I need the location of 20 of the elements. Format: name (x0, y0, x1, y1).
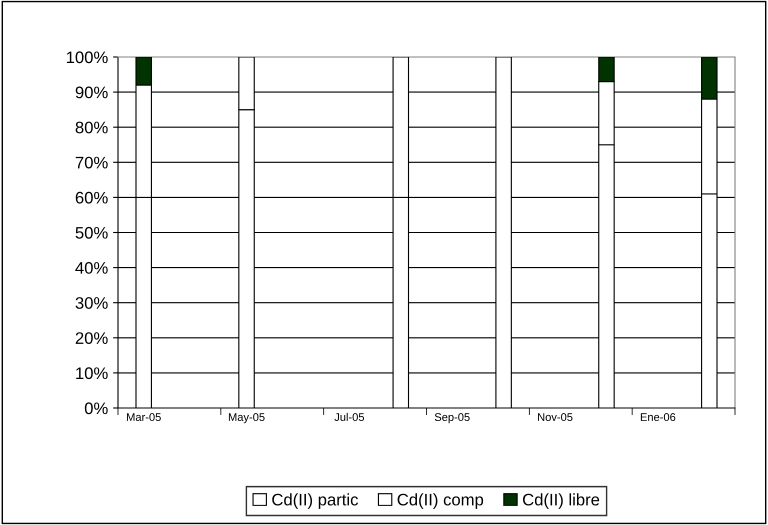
y-tick-label: 20% (76, 332, 108, 344)
legend-label: Cd(II) partic (272, 493, 358, 509)
y-tick-label: 40% (75, 262, 108, 274)
y-tick-label: 100% (66, 51, 108, 64)
y-tick-label: 60% (76, 192, 108, 204)
y-tick-label: 0% (84, 402, 108, 414)
y-tick-label: 90% (76, 86, 108, 98)
y-tick-label: 70% (76, 156, 108, 169)
x-tick-label: Jul-05 (334, 412, 364, 422)
y-tick-label: 10% (76, 367, 108, 380)
legend-label: Cd(II) libre (523, 493, 600, 509)
y-tick-label: 30% (76, 297, 108, 309)
x-tick-label: Ene-06 (640, 413, 676, 422)
x-tick-label: Mar-05 (127, 413, 161, 422)
x-tick-label: May-05 (228, 413, 265, 424)
legend-label: Cd(II) comp (398, 493, 484, 509)
x-tick-label: Sep-05 (434, 413, 470, 424)
y-tick-label: 80% (76, 122, 108, 134)
y-tick-label: 50% (76, 226, 108, 239)
x-tick-label: Nov-05 (538, 413, 572, 422)
